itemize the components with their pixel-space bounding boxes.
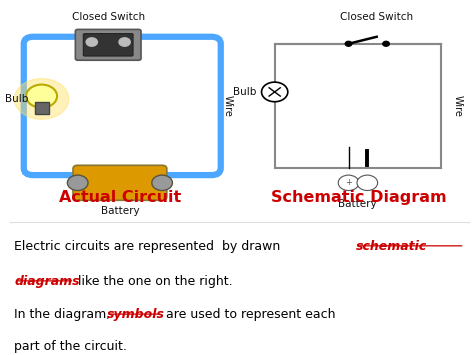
Bar <box>35 103 49 114</box>
Text: schematic: schematic <box>356 240 427 253</box>
Text: Wire: Wire <box>223 95 233 117</box>
Circle shape <box>345 41 352 46</box>
FancyBboxPatch shape <box>75 29 141 60</box>
Text: Wire: Wire <box>453 95 463 117</box>
Text: Actual Circuit: Actual Circuit <box>59 190 181 205</box>
Circle shape <box>357 175 378 191</box>
Text: Closed Switch: Closed Switch <box>72 12 145 22</box>
Circle shape <box>262 82 288 102</box>
Text: symbols: symbols <box>107 308 165 321</box>
Text: are used to represent each: are used to represent each <box>162 308 336 321</box>
Text: like the one on the right.: like the one on the right. <box>74 275 233 288</box>
Circle shape <box>338 175 359 191</box>
Circle shape <box>26 84 57 108</box>
Circle shape <box>86 38 97 46</box>
Circle shape <box>383 41 389 46</box>
FancyBboxPatch shape <box>83 34 133 56</box>
Text: Schematic Diagram: Schematic Diagram <box>271 190 447 205</box>
Text: Battery: Battery <box>337 199 376 209</box>
FancyBboxPatch shape <box>73 165 167 200</box>
Text: In the diagram,: In the diagram, <box>14 308 115 321</box>
Circle shape <box>119 38 130 46</box>
Text: part of the circuit.: part of the circuit. <box>14 340 127 353</box>
Text: diagrams: diagrams <box>14 275 80 288</box>
Circle shape <box>67 175 88 191</box>
Text: Electric circuits are represented  by drawn: Electric circuits are represented by dra… <box>14 240 285 253</box>
Text: +: + <box>345 178 352 187</box>
Circle shape <box>14 78 69 119</box>
Text: Bulb: Bulb <box>233 87 256 97</box>
Text: Closed Switch: Closed Switch <box>340 12 413 22</box>
Circle shape <box>152 175 173 191</box>
Text: Bulb: Bulb <box>5 94 28 104</box>
Text: Battery: Battery <box>100 206 139 215</box>
